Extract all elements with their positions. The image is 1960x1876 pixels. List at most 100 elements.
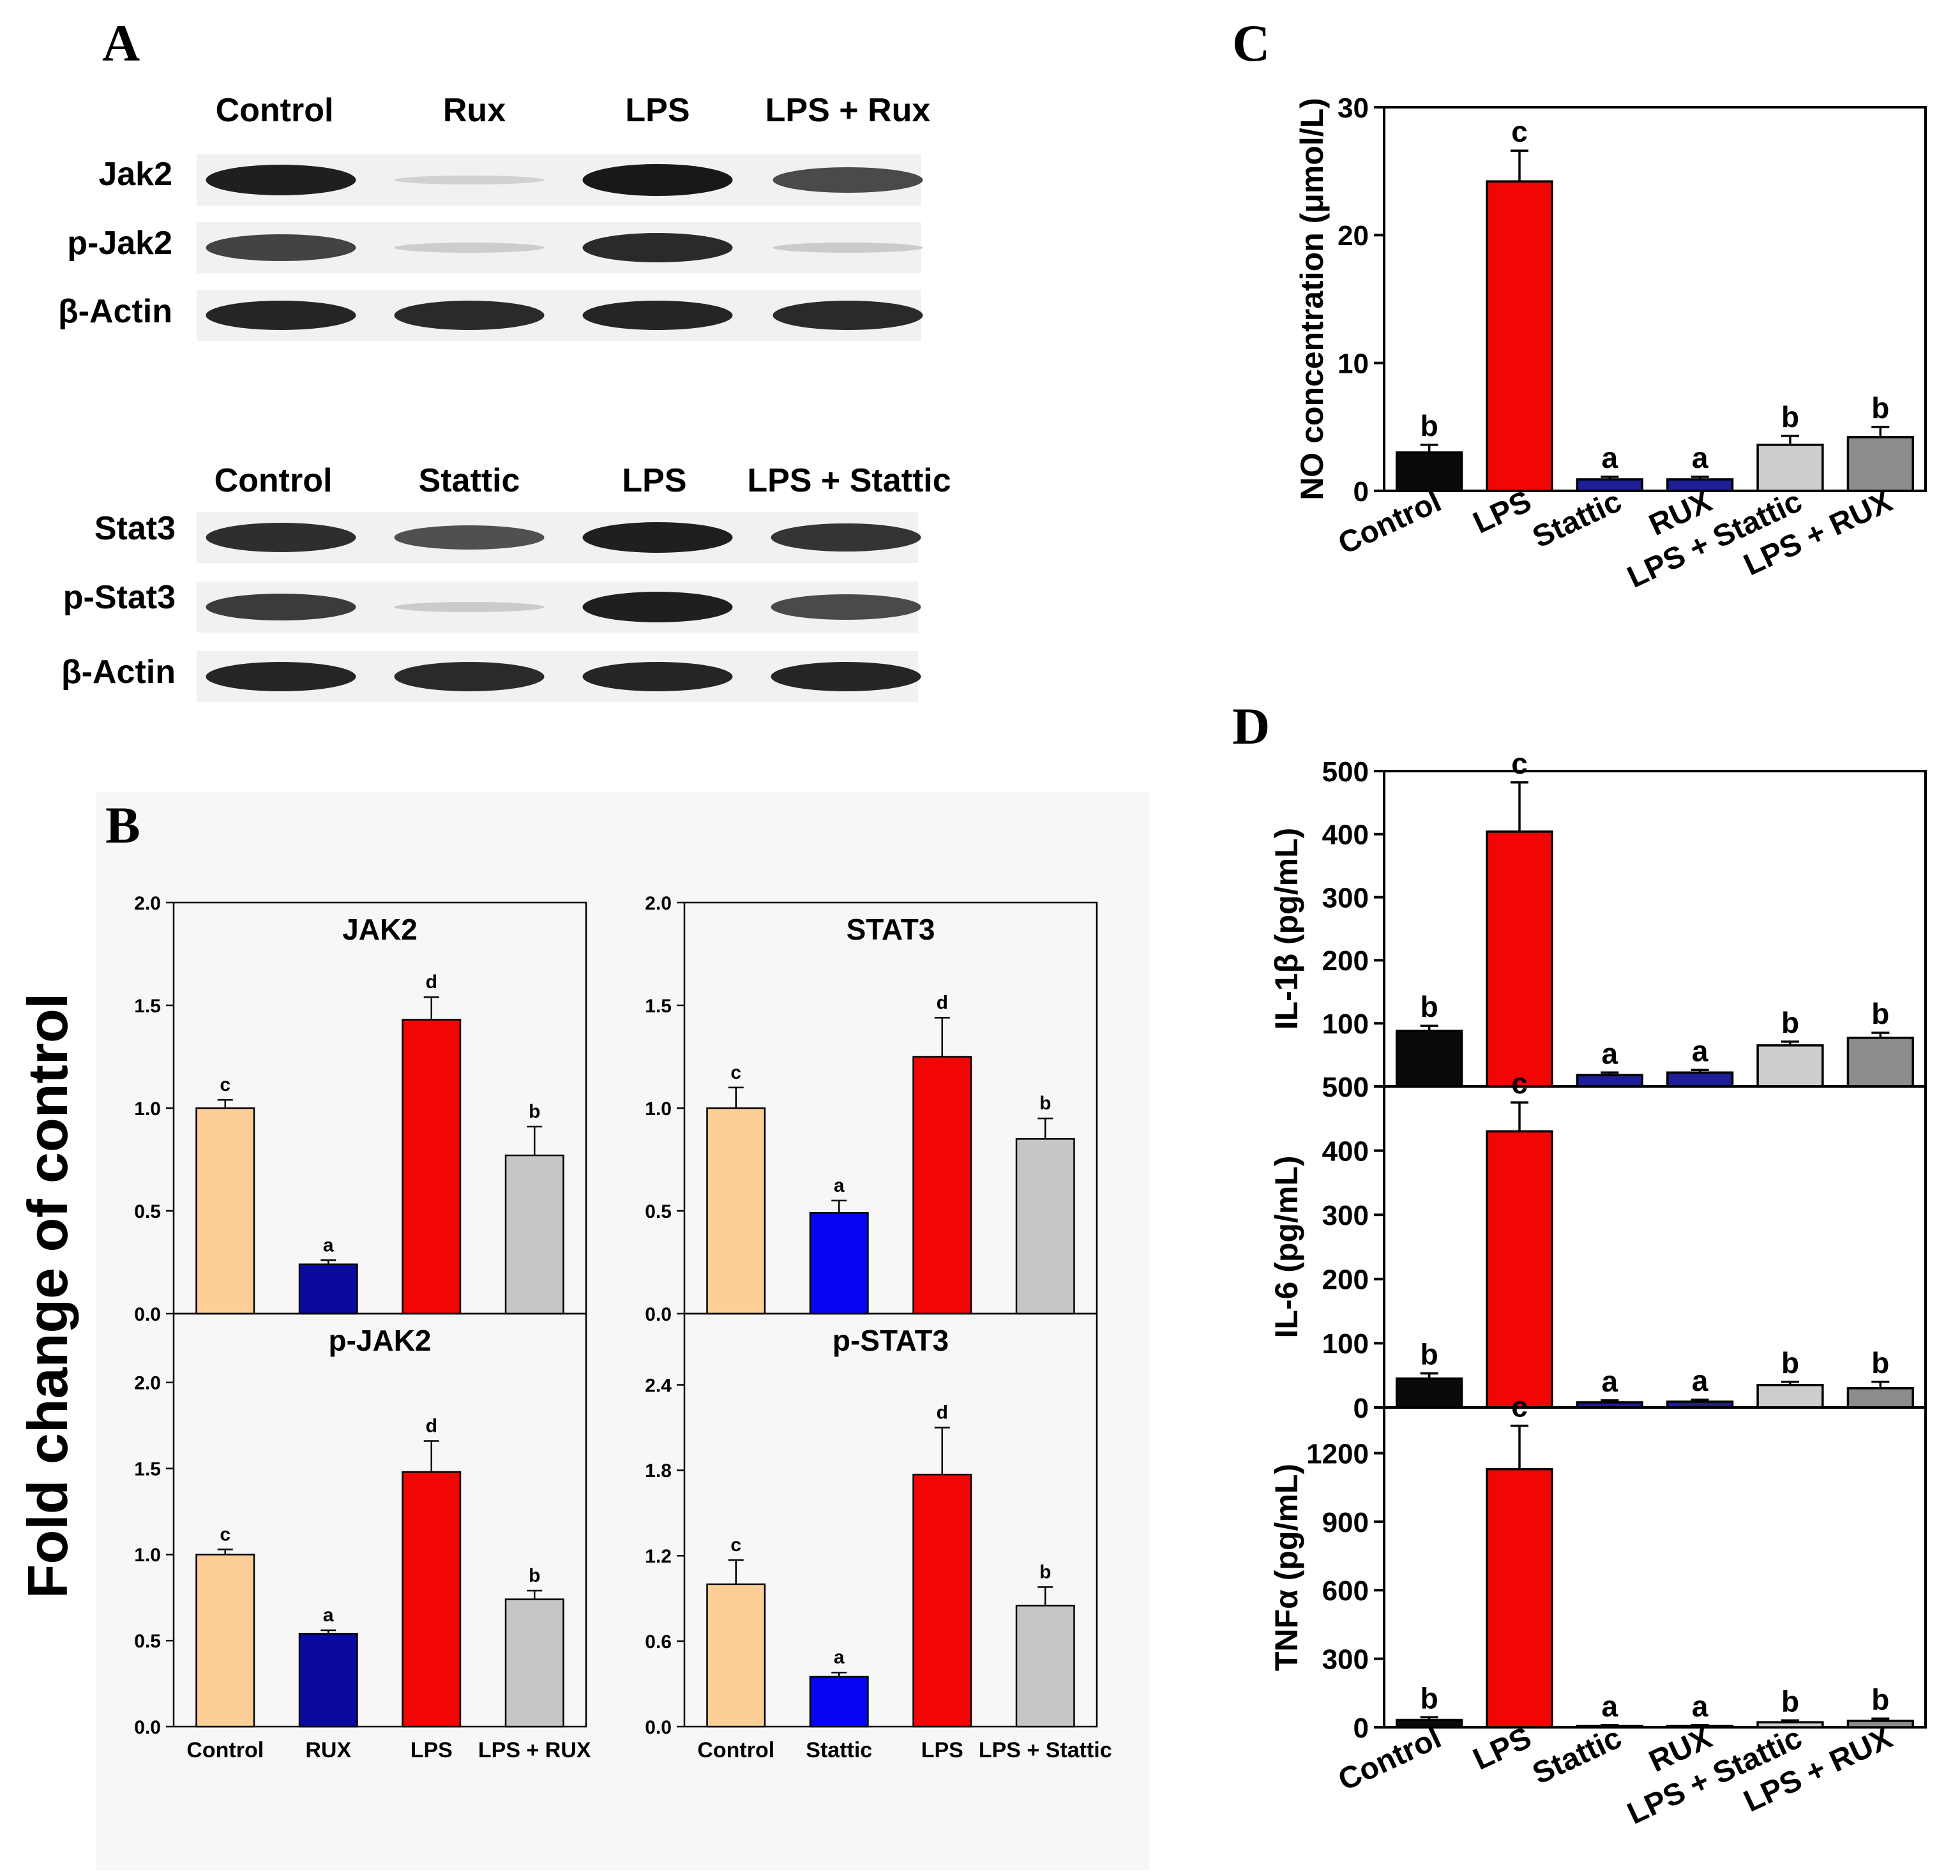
bar	[809, 1212, 869, 1315]
significance-letter: a	[1602, 1037, 1618, 1070]
blot-row-label: Stat3	[94, 510, 176, 547]
significance-letter: b	[529, 1565, 540, 1586]
significance-letter: d	[426, 1415, 437, 1436]
y-axis-label: IL-6 (pg/mL)	[1269, 1155, 1304, 1338]
y-tick-label: 2.0	[134, 893, 161, 914]
x-tick-label: Control	[186, 1738, 264, 1762]
chart-title: STAT3	[847, 913, 935, 946]
y-tick-label: 1.2	[645, 1546, 672, 1567]
y-axis-label: TNFα (pg/mL)	[1269, 1464, 1304, 1671]
blot-band	[582, 592, 733, 622]
chart-title: p-STAT3	[833, 1324, 949, 1357]
blot-band	[394, 176, 545, 184]
fold-change-ylabel: Fold change of control	[16, 993, 79, 1598]
y-tick-label: 30	[1338, 93, 1369, 124]
y-tick-label: 1.0	[645, 1099, 672, 1120]
y-tick-label: 300	[1322, 1200, 1369, 1231]
bar	[1846, 1037, 1914, 1088]
significance-letter: a	[323, 1234, 334, 1256]
x-tick-label: Control	[697, 1738, 774, 1762]
bar	[1486, 830, 1553, 1088]
blot-band	[771, 662, 921, 691]
blot-band	[206, 165, 356, 195]
bar	[1396, 1030, 1463, 1088]
blot-band	[773, 301, 923, 330]
y-tick-label: 300	[1322, 882, 1369, 913]
blot-band	[206, 301, 356, 330]
significance-letter: d	[937, 992, 948, 1013]
bar	[195, 1554, 255, 1728]
y-tick-label: 0.5	[134, 1631, 161, 1652]
plot-frame	[172, 1312, 587, 1728]
y-tick-label: 200	[1322, 1264, 1369, 1296]
significance-letter: b	[1039, 1093, 1051, 1114]
bar	[1756, 444, 1824, 492]
significance-letter: a	[1692, 1034, 1708, 1067]
significance-letter: a	[834, 1175, 845, 1196]
bar	[1486, 180, 1553, 492]
significance-letter: b	[1421, 409, 1438, 442]
y-tick-label: 100	[1322, 1328, 1369, 1360]
significance-letter: a	[1602, 1690, 1618, 1723]
bar	[1846, 1387, 1914, 1409]
plot-frame	[683, 1312, 1098, 1728]
stat3-bar-chart: 0.0 0.5 1.0 1.5 2.0 c a d b STAT3	[645, 893, 1098, 1325]
blot-band	[206, 523, 356, 552]
blot-lane-label: Rux	[443, 92, 506, 129]
blot-band	[394, 525, 545, 550]
y-tick-label: 200	[1322, 945, 1369, 977]
y-tick-label: 1200	[1306, 1438, 1369, 1469]
p-jak2-bar-chart: 0.0 0.5 1.0 1.5 2.0 c Control a RUX d LPS b LPS + RU…	[134, 1312, 591, 1762]
significance-letter: c	[1511, 1067, 1528, 1100]
blot-band	[582, 164, 733, 196]
significance-letter: a	[1602, 1365, 1618, 1398]
bar	[1015, 1138, 1075, 1315]
jak2-bar-chart: 0.0 0.5 1.0 1.5 2.0 c a d b JAK2	[134, 893, 587, 1325]
y-tick-label: 1.5	[645, 996, 672, 1017]
bar	[1396, 1377, 1463, 1409]
y-tick-label: 10	[1338, 349, 1369, 380]
blot-band	[206, 594, 356, 620]
blot-band	[394, 662, 545, 691]
blot-band	[582, 662, 733, 691]
significance-letter: c	[1511, 1390, 1528, 1423]
blot-lane-label: LPS + Stattic	[747, 462, 951, 499]
y-tick-label: 1.5	[134, 996, 161, 1017]
bar	[706, 1583, 766, 1728]
x-tick-label: Stattic	[806, 1738, 872, 1762]
x-tick-label: LPS + RUX	[478, 1738, 591, 1762]
significance-letter: c	[1511, 747, 1528, 780]
blot-band	[773, 167, 923, 193]
bar	[195, 1107, 255, 1315]
blot-band	[394, 243, 545, 253]
blot-band	[771, 523, 921, 552]
y-tick-label: 0.0	[134, 1717, 161, 1738]
y-tick-label: 900	[1322, 1507, 1369, 1538]
bar	[1396, 451, 1463, 492]
significance-letter: d	[937, 1402, 948, 1423]
y-axis-label: NO concentration (μmol/L)	[1294, 98, 1330, 500]
significance-letter: a	[1692, 1690, 1708, 1723]
significance-letter: b	[1421, 990, 1438, 1023]
bar	[402, 1019, 462, 1315]
significance-letter: b	[1781, 1685, 1799, 1718]
blot-lane-label: Stattic	[419, 462, 520, 499]
significance-letter: a	[1692, 1364, 1708, 1397]
significance-letter: c	[1511, 115, 1528, 148]
blot-band	[582, 522, 733, 553]
y-tick-label: 0.0	[645, 1304, 672, 1325]
blot-band	[773, 243, 923, 253]
significance-letter: a	[1602, 441, 1618, 474]
y-tick-label: 20	[1338, 220, 1369, 251]
x-tick-label: LPS	[411, 1738, 453, 1762]
bar	[1846, 436, 1914, 492]
blot-band	[394, 602, 545, 612]
p-stat3-bar-chart: 0.0 0.6 1.2 1.8 2.4 c Control a Stattic d LPS b LPS …	[645, 1312, 1112, 1762]
blot-lane-label: Control	[215, 462, 333, 499]
blot-row-label: β-Actin	[58, 293, 172, 330]
blot-lane-label: LPS	[625, 92, 690, 129]
il-1b-bar-chart: 0 100 200 300 400 500 b c a a b b IL-1β (pg/mL)	[1269, 747, 1927, 1103]
significance-letter: b	[1039, 1561, 1051, 1582]
bar	[298, 1633, 358, 1728]
